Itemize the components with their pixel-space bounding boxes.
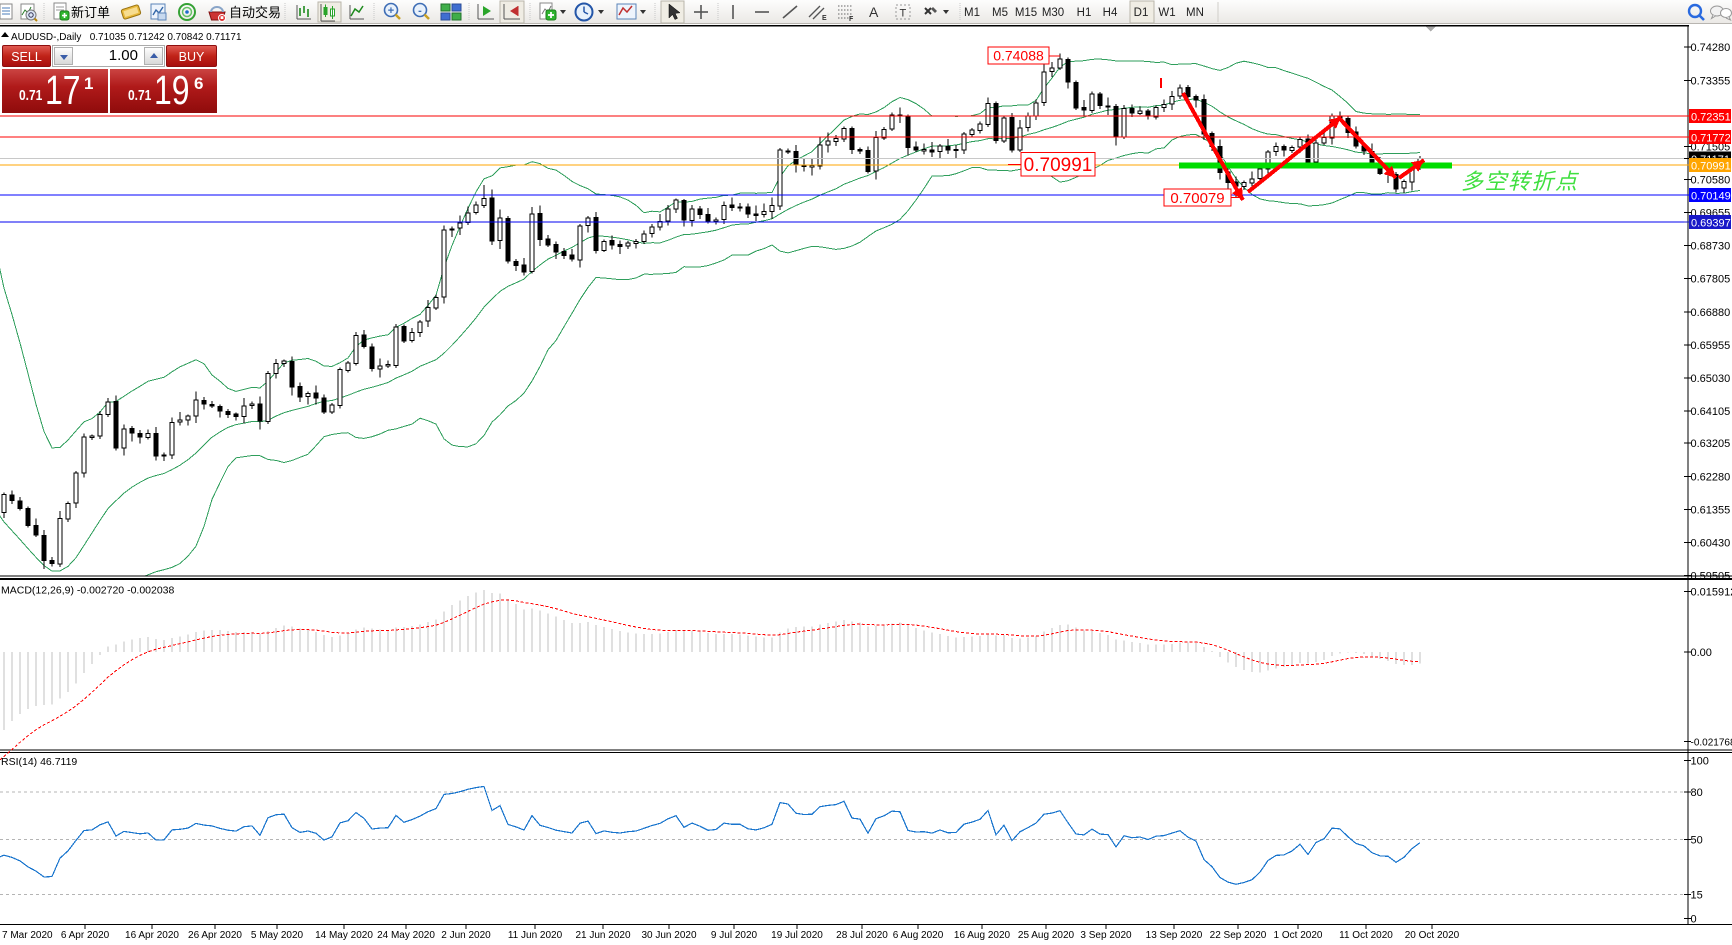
svg-text:0.64105: 0.64105: [1691, 406, 1731, 418]
svg-text:0.74088: 0.74088: [993, 48, 1044, 64]
svg-text:2 Jun 2020: 2 Jun 2020: [441, 930, 491, 941]
svg-text:80: 80: [1691, 787, 1703, 799]
svg-text:新订单: 新订单: [71, 5, 110, 20]
svg-text:0.70991: 0.70991: [1691, 160, 1731, 172]
svg-text:22 Sep 2020: 22 Sep 2020: [1210, 930, 1267, 941]
svg-text:T: T: [900, 8, 907, 20]
svg-text:W1: W1: [1158, 7, 1175, 19]
svg-text:0.63205: 0.63205: [1691, 438, 1731, 450]
svg-text:E: E: [822, 15, 827, 22]
svg-text:0.67805: 0.67805: [1691, 274, 1731, 286]
svg-text:21 Jun 2020: 21 Jun 2020: [575, 930, 630, 941]
svg-text:D1: D1: [1134, 7, 1149, 19]
svg-text:6 Apr 2020: 6 Apr 2020: [61, 930, 110, 941]
svg-text:9 Jul 2020: 9 Jul 2020: [711, 930, 758, 941]
svg-text:M15: M15: [1015, 7, 1037, 19]
svg-text:-0.021768: -0.021768: [1691, 738, 1732, 749]
svg-text:0.72351: 0.72351: [1691, 112, 1731, 124]
svg-text:0.62280: 0.62280: [1691, 471, 1731, 483]
svg-text:0.70149: 0.70149: [1691, 190, 1731, 202]
svg-text:H1: H1: [1077, 7, 1092, 19]
svg-text:MACD(12,26,9) -0.002720 -0.002: MACD(12,26,9) -0.002720 -0.002038: [1, 585, 175, 597]
svg-text:0.65955: 0.65955: [1691, 340, 1731, 352]
svg-text:25 Aug 2020: 25 Aug 2020: [1018, 930, 1075, 941]
svg-text:MN: MN: [1186, 7, 1204, 19]
svg-text:多空转折点: 多空转折点: [1461, 169, 1580, 194]
svg-text:0.69397: 0.69397: [1691, 217, 1731, 229]
svg-text:-: -: [418, 5, 422, 17]
svg-text:A: A: [869, 4, 879, 20]
svg-text:5 May 2020: 5 May 2020: [251, 930, 304, 941]
svg-text:24 May 2020: 24 May 2020: [377, 930, 435, 941]
svg-text:F: F: [849, 16, 854, 23]
svg-text:0: 0: [1691, 913, 1697, 925]
svg-text:28 Jul 2020: 28 Jul 2020: [836, 930, 888, 941]
svg-text:+: +: [388, 5, 394, 17]
svg-text:0.74280: 0.74280: [1691, 42, 1731, 54]
svg-text:19 Jul 2020: 19 Jul 2020: [771, 930, 823, 941]
svg-text:13 Sep 2020: 13 Sep 2020: [1146, 930, 1203, 941]
svg-text:M1: M1: [964, 7, 980, 19]
svg-text:自动交易: 自动交易: [229, 5, 281, 20]
svg-text:0.70991: 0.70991: [1024, 155, 1093, 176]
svg-text:0.71505: 0.71505: [1691, 141, 1731, 153]
svg-text:3 Sep 2020: 3 Sep 2020: [1080, 930, 1132, 941]
svg-text:100: 100: [1691, 756, 1709, 768]
svg-text:0.65030: 0.65030: [1691, 373, 1731, 385]
svg-text:H4: H4: [1103, 7, 1118, 19]
svg-text:0.66880: 0.66880: [1691, 307, 1731, 319]
svg-text:26 Apr 2020: 26 Apr 2020: [188, 930, 242, 941]
svg-text:M5: M5: [992, 7, 1008, 19]
svg-text:0.70580: 0.70580: [1691, 175, 1731, 187]
svg-text:14 May 2020: 14 May 2020: [315, 930, 373, 941]
svg-text:0.73355: 0.73355: [1691, 75, 1731, 87]
svg-text:11 Jun 2020: 11 Jun 2020: [508, 930, 563, 941]
svg-text:11 Oct 2020: 11 Oct 2020: [1339, 930, 1393, 941]
svg-text:0.00: 0.00: [1691, 647, 1712, 659]
svg-text:M30: M30: [1042, 7, 1064, 19]
svg-text:0.71772: 0.71772: [1691, 132, 1731, 144]
svg-text:50: 50: [1691, 834, 1703, 846]
svg-text:6 Aug 2020: 6 Aug 2020: [893, 930, 944, 941]
svg-text:30 Jun 2020: 30 Jun 2020: [641, 930, 696, 941]
svg-text:20 Oct 2020: 20 Oct 2020: [1405, 930, 1460, 941]
svg-text:RSI(14) 46.7119: RSI(14) 46.7119: [1, 756, 77, 768]
svg-text:7 Mar 2020: 7 Mar 2020: [2, 930, 53, 941]
svg-text:0.68730: 0.68730: [1691, 241, 1731, 253]
svg-text:0.70079: 0.70079: [1170, 190, 1224, 207]
svg-text:1 Oct 2020: 1 Oct 2020: [1274, 930, 1323, 941]
svg-text:16 Apr 2020: 16 Apr 2020: [125, 930, 179, 941]
svg-text:0.61355: 0.61355: [1691, 504, 1731, 516]
svg-text:15: 15: [1691, 890, 1703, 902]
svg-text:0.60430: 0.60430: [1691, 537, 1731, 549]
svg-text:16 Aug 2020: 16 Aug 2020: [954, 930, 1011, 941]
svg-text:0.015912: 0.015912: [1691, 587, 1732, 599]
